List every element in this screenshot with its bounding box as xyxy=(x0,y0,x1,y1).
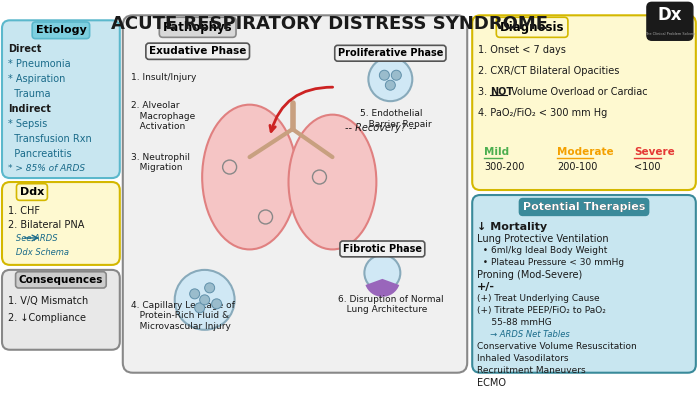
Text: * > 85% of ARDS: * > 85% of ARDS xyxy=(8,164,85,173)
Circle shape xyxy=(379,70,389,80)
Circle shape xyxy=(365,255,400,291)
Text: (+) Titrate PEEP/FiO₂ to PaO₂: (+) Titrate PEEP/FiO₂ to PaO₂ xyxy=(477,306,606,315)
FancyBboxPatch shape xyxy=(473,16,696,190)
Circle shape xyxy=(386,80,396,90)
Circle shape xyxy=(204,283,215,293)
Text: ACUTE RESPIRATORY DISTRESS SYNDROME: ACUTE RESPIRATORY DISTRESS SYNDROME xyxy=(111,16,548,33)
Text: 4. Capillary Leakage of
   Protein-Rich Fluid &
   Microvascular Injury: 4. Capillary Leakage of Protein-Rich Flu… xyxy=(131,301,234,330)
Text: • 6ml/kg Ideal Body Weight: • 6ml/kg Ideal Body Weight xyxy=(477,246,608,255)
FancyBboxPatch shape xyxy=(2,270,120,350)
Text: Exudative Phase: Exudative Phase xyxy=(149,46,246,56)
Text: 6. Disruption of Normal
   Lung Architecture: 6. Disruption of Normal Lung Architectur… xyxy=(338,295,444,314)
Text: 2. Bilateral PNA: 2. Bilateral PNA xyxy=(8,220,85,230)
Text: Dx: Dx xyxy=(657,6,682,24)
Text: Pancreatitis: Pancreatitis xyxy=(8,149,71,159)
Circle shape xyxy=(211,299,222,309)
Ellipse shape xyxy=(202,105,297,249)
Circle shape xyxy=(391,70,401,80)
Text: Pathophys: Pathophys xyxy=(163,21,232,34)
Text: Trauma: Trauma xyxy=(8,89,50,99)
Text: Fibrotic Phase: Fibrotic Phase xyxy=(343,244,422,254)
Text: 1. Onset < 7 days: 1. Onset < 7 days xyxy=(478,45,566,55)
Text: 1. Insult/Injury: 1. Insult/Injury xyxy=(131,73,196,82)
Text: The Clinical Problem Solvers: The Clinical Problem Solvers xyxy=(645,32,695,36)
Text: ECMO: ECMO xyxy=(477,378,506,388)
Text: Lung Protective Ventilation: Lung Protective Ventilation xyxy=(477,234,609,244)
Text: Inhaled Vasodilators: Inhaled Vasodilators xyxy=(477,354,568,363)
Circle shape xyxy=(199,295,209,305)
Text: (+) Treat Underlying Cause: (+) Treat Underlying Cause xyxy=(477,294,600,303)
Text: 200-100: 200-100 xyxy=(557,162,597,172)
Text: Ddx: Ddx xyxy=(20,187,44,197)
Circle shape xyxy=(368,57,412,101)
Text: 300-200: 300-200 xyxy=(484,162,524,172)
Circle shape xyxy=(175,270,234,330)
Text: → ARDS Net Tables: → ARDS Net Tables xyxy=(477,330,570,339)
FancyBboxPatch shape xyxy=(647,2,693,40)
Wedge shape xyxy=(365,279,399,297)
Text: 1. V/Q Mismatch: 1. V/Q Mismatch xyxy=(8,296,88,306)
Text: 2. Alveolar
   Macrophage
   Activation: 2. Alveolar Macrophage Activation xyxy=(131,101,195,131)
FancyBboxPatch shape xyxy=(122,16,467,373)
Text: 3. Neutrophil
   Migration: 3. Neutrophil Migration xyxy=(131,153,190,173)
FancyBboxPatch shape xyxy=(473,195,696,373)
Text: Ddx Schema: Ddx Schema xyxy=(8,248,69,257)
FancyBboxPatch shape xyxy=(2,20,120,178)
Text: Potential Therapies: Potential Therapies xyxy=(523,202,645,212)
Text: * Aspiration: * Aspiration xyxy=(8,74,65,84)
Circle shape xyxy=(195,303,204,313)
Text: NOT: NOT xyxy=(490,87,513,97)
Text: 4. PaO₂/FiO₂ < 300 mm Hg: 4. PaO₂/FiO₂ < 300 mm Hg xyxy=(478,108,608,118)
Text: • Plateau Pressure < 30 mmHg: • Plateau Pressure < 30 mmHg xyxy=(477,258,624,267)
Text: Proning (Mod-Severe): Proning (Mod-Severe) xyxy=(477,270,582,280)
Text: Conservative Volume Resuscitation: Conservative Volume Resuscitation xyxy=(477,342,637,351)
Text: ↓ Mortality: ↓ Mortality xyxy=(477,222,547,232)
Text: 2. CXR/CT Bilateral Opacities: 2. CXR/CT Bilateral Opacities xyxy=(478,66,620,76)
Text: Transfusion Rxn: Transfusion Rxn xyxy=(8,134,92,144)
Text: -- Recovery? --: -- Recovery? -- xyxy=(345,123,416,133)
Ellipse shape xyxy=(288,115,377,249)
Text: 1. CHF: 1. CHF xyxy=(8,206,40,216)
Circle shape xyxy=(190,289,200,299)
FancyBboxPatch shape xyxy=(2,182,120,265)
Text: 55-88 mmHG: 55-88 mmHG xyxy=(477,318,552,327)
Text: Direct: Direct xyxy=(8,44,41,54)
Text: Consequences: Consequences xyxy=(19,275,103,285)
Text: 3.: 3. xyxy=(478,87,491,97)
Text: Volume Overload or Cardiac: Volume Overload or Cardiac xyxy=(508,87,648,97)
Text: 5. Endothelial
   Barrier Repair: 5. Endothelial Barrier Repair xyxy=(360,109,432,129)
Text: Diagnosis: Diagnosis xyxy=(500,21,564,34)
Text: Severe: Severe xyxy=(634,147,675,157)
Text: 2. ↓Compliance: 2. ↓Compliance xyxy=(8,313,86,323)
Text: +/-: +/- xyxy=(477,282,495,292)
Text: <100: <100 xyxy=(634,162,660,172)
Text: Moderate: Moderate xyxy=(557,147,614,157)
Text: * Pneumonia: * Pneumonia xyxy=(8,59,71,69)
Text: * Sepsis: * Sepsis xyxy=(8,119,47,129)
Text: Potential Therapies: Potential Therapies xyxy=(523,202,645,212)
Text: Recruitment Maneuvers: Recruitment Maneuvers xyxy=(477,366,586,375)
Text: See ARDS: See ARDS xyxy=(8,234,57,243)
Text: Proliferative Phase: Proliferative Phase xyxy=(337,48,443,58)
Text: Indirect: Indirect xyxy=(8,104,51,114)
Text: Etiology: Etiology xyxy=(36,25,86,35)
Text: Mild: Mild xyxy=(484,147,510,157)
